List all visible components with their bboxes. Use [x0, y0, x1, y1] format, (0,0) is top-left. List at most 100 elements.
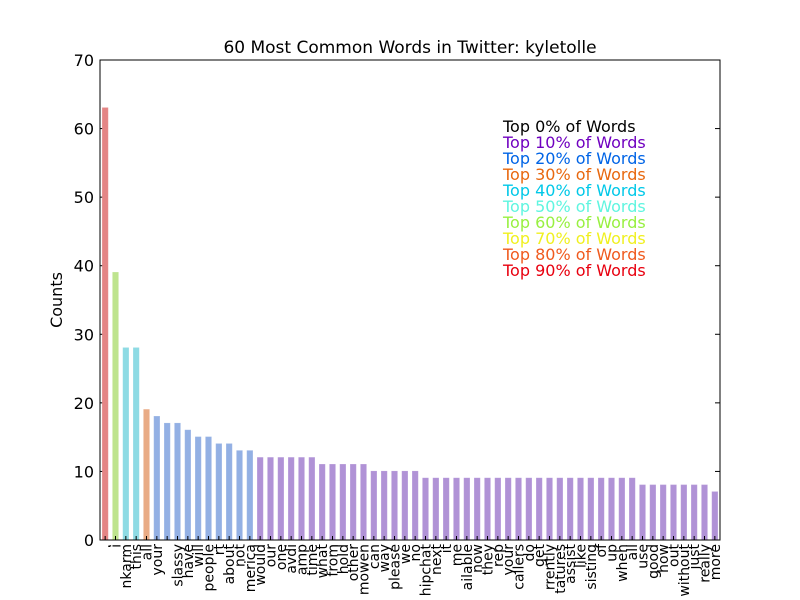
x-tick-label: nkarm [119, 544, 135, 588]
bar [236, 450, 243, 541]
x-tick-label: assist [563, 543, 579, 583]
bar [133, 347, 140, 541]
x-tick-label: when [615, 544, 631, 582]
x-tick-label: have [181, 544, 197, 578]
x-tick-label: up [605, 544, 621, 562]
x-tick-label: ailable [460, 544, 476, 590]
bar [463, 477, 470, 541]
bar [691, 484, 698, 541]
x-tick-label: mowen [357, 544, 373, 595]
bar [587, 477, 594, 541]
bar [598, 477, 605, 541]
x-tick-label: time [305, 544, 321, 576]
bar [556, 477, 563, 541]
legend-text: Top 90% of Words [502, 261, 646, 280]
bar [443, 477, 450, 541]
legend-text: Top 10% of Words [502, 133, 646, 152]
x-tick-label: not [233, 543, 249, 566]
x-tick-label: it [439, 544, 455, 554]
bar [618, 477, 625, 541]
legend-text: Top 0% of Words [502, 117, 636, 136]
x-tick-label: one [274, 544, 290, 570]
x-tick-label: all [625, 544, 641, 560]
x-tick-label: now [470, 544, 486, 573]
x-tick-label: how [656, 544, 672, 573]
x-tick-label: from [326, 544, 342, 577]
x-tick-label: this [129, 544, 145, 570]
x-tick-label: really [698, 544, 714, 583]
legend-text: Top 60% of Words [502, 213, 646, 232]
bar [164, 422, 171, 541]
bar [257, 457, 264, 541]
x-tick-label: like [574, 544, 590, 568]
x-tick-label: i [109, 544, 125, 548]
x-tick-label: hold [336, 544, 352, 574]
y-tick-label: 10 [74, 462, 94, 481]
x-tick-label: will [191, 544, 207, 567]
bar [329, 464, 336, 541]
bar [112, 272, 119, 541]
bar [174, 422, 181, 541]
x-tick-label: tatures [553, 544, 569, 594]
bar [246, 450, 253, 541]
bar [680, 484, 687, 541]
bar [370, 470, 377, 541]
legend-text: Top 40% of Words [502, 181, 646, 200]
x-tick-label: more [708, 544, 724, 580]
bar [701, 484, 708, 541]
y-tick-label: 40 [74, 257, 94, 276]
x-tick-label: can [367, 544, 383, 569]
x-tick-label: just [687, 543, 703, 570]
x-tick-label: of [594, 543, 610, 558]
x-tick-label: get [532, 544, 548, 568]
bar [505, 477, 512, 541]
bar [432, 477, 439, 541]
bar [184, 429, 191, 541]
x-tick-label: hipchat [419, 543, 435, 596]
legend-text: Top 20% of Words [502, 149, 646, 168]
bar [546, 477, 553, 541]
bar [360, 464, 367, 541]
bar [629, 477, 636, 541]
bar [484, 477, 491, 541]
y-tick-label: 70 [74, 51, 94, 70]
bar [608, 477, 615, 541]
bar [401, 470, 408, 541]
bar [288, 457, 295, 541]
x-tick-label: our [264, 544, 280, 567]
bar [525, 477, 532, 541]
bar [453, 477, 460, 541]
y-tick-label: 50 [74, 188, 94, 207]
x-tick-label: without [677, 544, 693, 597]
bar [515, 477, 522, 541]
x-tick-label: no [408, 544, 424, 561]
bar [577, 477, 584, 541]
bar [308, 457, 315, 541]
bar [567, 477, 574, 541]
bar [153, 416, 160, 541]
x-tick-label: way [377, 544, 393, 572]
chart-title: 60 Most Common Words in Twitter: kyletol… [223, 38, 596, 58]
bar [122, 347, 129, 541]
bar [102, 107, 109, 541]
x-tick-label: please [388, 544, 404, 590]
x-tick-label: about [222, 544, 238, 585]
x-tick-label: rep [491, 544, 507, 567]
bar [474, 477, 481, 541]
bar [350, 464, 357, 541]
bar [649, 484, 656, 541]
y-tick-label: 0 [84, 531, 94, 550]
x-tick-label: your [150, 544, 166, 576]
bar [195, 436, 202, 541]
bar [215, 443, 222, 541]
x-tick-label: all [140, 544, 156, 560]
bar [298, 457, 305, 541]
bar [267, 457, 274, 541]
bar [711, 491, 718, 541]
y-axis-label: Counts [47, 272, 66, 328]
bar [422, 477, 429, 541]
x-tick-label: people [202, 544, 218, 591]
bar [660, 484, 667, 541]
bar [339, 464, 346, 541]
bar [670, 484, 677, 541]
